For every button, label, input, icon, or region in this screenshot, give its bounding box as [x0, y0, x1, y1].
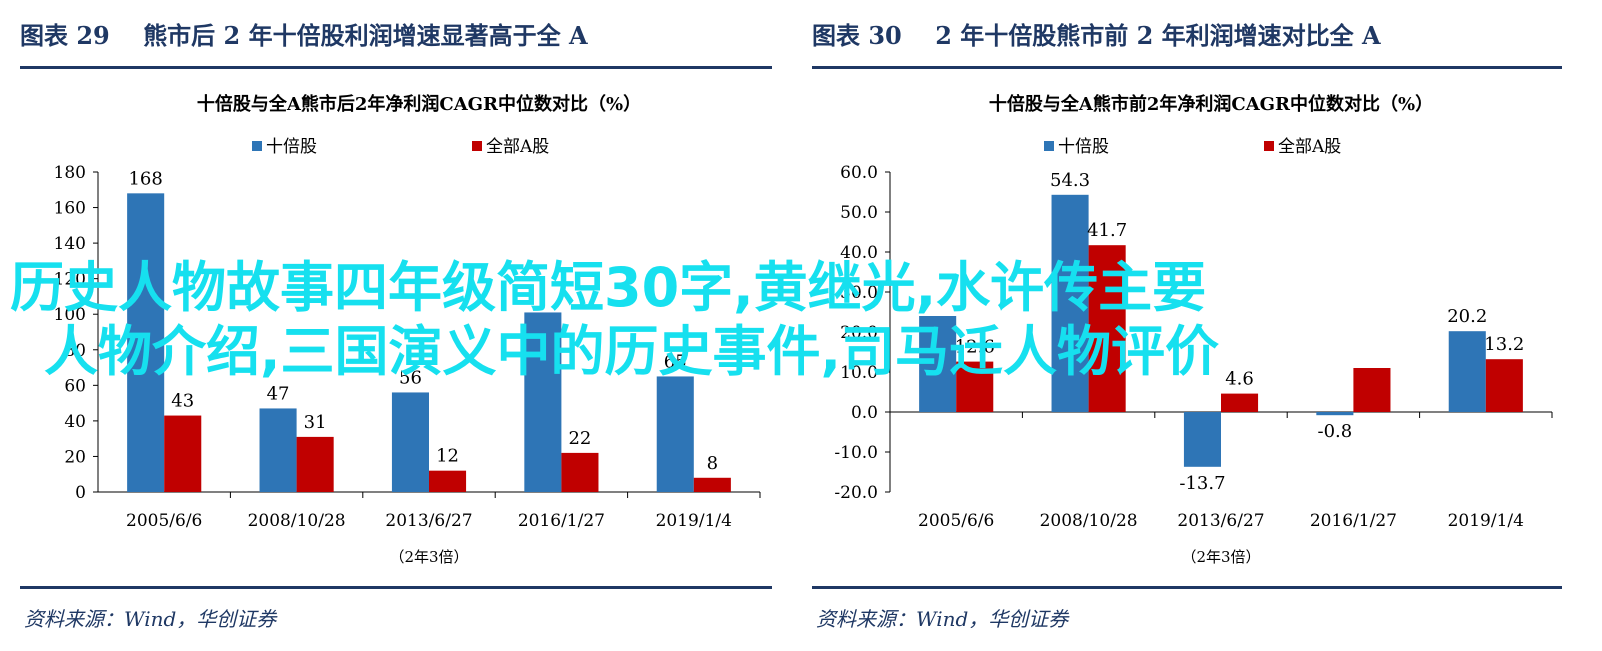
- chart-right: 十倍股与全A熊市前2年净利润CAGR中位数对比（%） 十倍股 全部A股 -20.0 -1…: [834, 93, 1553, 566]
- bar-tenbagger-3: [524, 312, 562, 492]
- bar-tenbagger-1: [1051, 194, 1089, 412]
- y-tick-label: 0: [75, 483, 86, 503]
- x-tick-label: 2019/1/4: [656, 511, 732, 531]
- data-label: 43: [171, 391, 194, 412]
- bar-all-a-4: [693, 477, 731, 492]
- y-tick-label: 30.0: [840, 283, 878, 303]
- data-label: -13.7: [1179, 473, 1225, 494]
- bar-tenbagger-2: [1183, 412, 1221, 467]
- y-tick-label: -20.0: [834, 483, 878, 503]
- y-tick-label: 60.0: [840, 163, 878, 183]
- y-tick-label: 0.0: [851, 403, 878, 423]
- y-tick-label: 40.0: [840, 243, 878, 263]
- data-label: 12.6: [955, 337, 995, 358]
- data-label: 31: [304, 412, 327, 433]
- bar-tenbagger-0: [127, 193, 165, 492]
- y-tick-label: 50.0: [840, 203, 878, 223]
- legend-label: 全部A股: [1278, 137, 1341, 157]
- bottom-rule: [812, 586, 1562, 589]
- data-label: 20.2: [1447, 306, 1487, 327]
- x-tick-label: 2013/6/27: [1177, 511, 1264, 531]
- legend-label: 十倍股: [266, 137, 317, 157]
- bar-all-a-4: [1485, 359, 1523, 412]
- bar-all-a-2: [1221, 393, 1259, 412]
- data-label: 56: [399, 367, 422, 388]
- source-note: 资料来源：Wind，华创证券: [24, 607, 277, 631]
- data-label: 54.3: [1050, 170, 1090, 191]
- data-label: 65: [664, 351, 687, 372]
- legend-swatch: [1264, 141, 1274, 151]
- y-tick-label: 10.0: [840, 363, 878, 383]
- chart-title: 十倍股与全A熊市前2年净利润CAGR中位数对比（%）: [989, 93, 1433, 115]
- x-tick-label: 2016/1/27: [518, 511, 605, 531]
- bar-tenbagger-3: [1316, 412, 1354, 416]
- y-tick-label: 160: [54, 199, 86, 219]
- data-label: 22: [568, 428, 591, 449]
- bar-tenbagger-4: [656, 376, 694, 492]
- y-tick-label: 120: [54, 270, 86, 290]
- x-tick-label: 2019/1/4: [1448, 511, 1524, 531]
- data-label: 12: [436, 446, 459, 467]
- figure-heading: 熊市后 2 年十倍股利润增速显著高于全 A: [143, 21, 588, 50]
- data-label: 8: [707, 453, 718, 474]
- legend-label: 十倍股: [1058, 137, 1109, 157]
- bar-tenbagger-1: [259, 408, 297, 492]
- x-tick-label: 2013/6/27: [385, 511, 472, 531]
- x-tick-label: 2016/1/27: [1310, 511, 1397, 531]
- x-axis-sublabel: （2年3倍）: [389, 548, 468, 566]
- bar-all-a-2: [429, 470, 467, 492]
- figure-heading: 2 年十倍股熊市前 2 年利润增速对比全 A: [935, 21, 1381, 50]
- x-tick-label: 2005/6/6: [918, 511, 994, 531]
- data-label: 47: [267, 383, 290, 404]
- chart-left: 十倍股与全A熊市后2年净利润CAGR中位数对比（%） 十倍股 全部A股 0 20 40 60…: [54, 93, 761, 566]
- figure-label: 图表 29: [20, 21, 110, 50]
- legend-swatch: [1044, 141, 1054, 151]
- y-tick-label: 60: [64, 376, 86, 396]
- bar-all-a-1: [1088, 245, 1126, 412]
- source-note: 资料来源：Wind，华创证券: [816, 607, 1069, 631]
- x-tick-label: 2008/10/28: [1040, 511, 1138, 531]
- data-label: -0.8: [1318, 421, 1353, 442]
- left-figure: 图表 29 熊市后 2 年十倍股利润增速显著高于全 A 十倍股与全A熊市后2年净…: [20, 0, 772, 651]
- figure-label: 图表 30: [812, 21, 902, 50]
- bar-tenbagger-2: [391, 392, 429, 492]
- top-rule: [20, 66, 772, 69]
- right-figure: 图表 30 2 年十倍股熊市前 2 年利润增速对比全 A 十倍股与全A熊市前2年…: [812, 0, 1564, 651]
- bar-all-a-3: [1353, 368, 1391, 412]
- figure-title: 图表 29 熊市后 2 年十倍股利润增速显著高于全 A: [20, 16, 588, 51]
- y-tick-label: -10.0: [834, 443, 878, 463]
- bar-tenbagger-0: [919, 316, 957, 412]
- x-tick-label: 2005/6/6: [126, 511, 202, 531]
- legend-label: 全部A股: [486, 137, 549, 157]
- bar-all-a-3: [561, 452, 599, 492]
- top-rule: [812, 66, 1562, 69]
- x-axis-sublabel: （2年3倍）: [1181, 548, 1260, 566]
- bar-all-a-0: [956, 361, 994, 412]
- data-label: 168: [128, 168, 162, 189]
- y-tick-label: 20: [64, 447, 86, 467]
- chart-title: 十倍股与全A熊市后2年净利润CAGR中位数对比（%）: [197, 93, 641, 115]
- y-tick-label: 20.0: [840, 323, 878, 343]
- data-label: 13.2: [1484, 334, 1524, 355]
- legend-swatch: [472, 141, 482, 151]
- y-tick-label: 100: [54, 305, 86, 325]
- x-tick-label: 2008/10/28: [248, 511, 346, 531]
- figure-title: 图表 30 2 年十倍股熊市前 2 年利润增速对比全 A: [812, 16, 1381, 51]
- bottom-rule: [20, 586, 772, 589]
- bar-all-a-0: [164, 415, 202, 492]
- y-tick-label: 80: [64, 341, 86, 361]
- legend-swatch: [252, 141, 262, 151]
- y-tick-label: 140: [54, 234, 86, 254]
- bar-tenbagger-4: [1448, 331, 1486, 412]
- y-tick-label: 180: [54, 163, 86, 183]
- y-tick-label: 40: [64, 412, 86, 432]
- bar-all-a-1: [296, 436, 334, 492]
- data-label: 41.7: [1087, 220, 1127, 241]
- data-label: 4.6: [1225, 369, 1254, 390]
